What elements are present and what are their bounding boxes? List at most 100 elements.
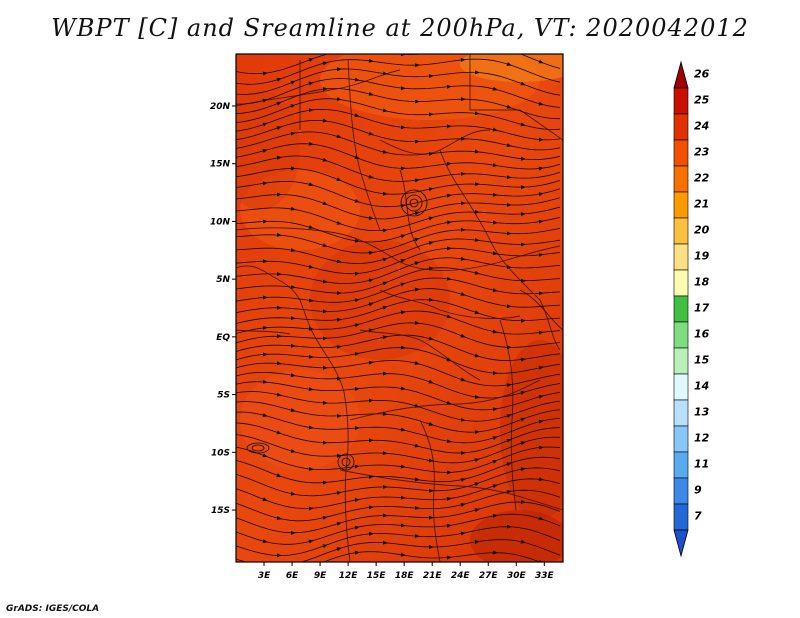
flow-arrow [474,394,480,399]
flow-arrow [506,265,512,270]
flow-arrow [382,228,388,233]
flow-arrow [276,473,282,478]
flow-arrow [308,539,314,544]
colorbar-segment [673,165,689,193]
colorbar-segment [673,321,689,349]
flow-arrow [520,441,526,446]
streamline [236,467,561,497]
colorbar-label: 7 [694,510,702,523]
flow-arrow [460,201,466,206]
latitude-axis: 20N 15N 10N 5N EQ 5S 10S 15S [210,102,236,516]
lat-tick-label: 10N [210,217,231,227]
flow-arrow [538,166,544,171]
flow-arrow [290,343,296,348]
colorbar-label: 13 [694,406,710,419]
flow-arrow [460,292,466,296]
colorbar-label: 23 [694,146,710,159]
flow-arrow [520,242,526,247]
streamline [236,513,561,545]
flow-arrow [474,209,480,214]
flow-arrow [428,422,434,426]
flow-arrow [474,270,480,275]
streamline [236,143,561,170]
flow-arrow [492,550,498,555]
streamline [236,391,561,422]
flow-arrow [460,97,466,102]
flow-arrow [290,373,296,378]
streamline [236,131,561,161]
streamline [236,489,561,522]
colorbar-bottom-arrow [673,529,689,558]
flow-arrow [400,427,406,432]
flow-arrow [382,281,388,286]
flow-arrow [538,252,544,257]
flow-arrow [308,182,314,187]
flow-arrow [460,477,466,482]
flow-arrow [506,462,512,467]
flow-arrow [322,243,328,248]
flow-arrow [428,151,434,156]
flow-arrow [382,191,388,196]
flow-arrow [506,438,512,443]
lat-tick-label: EQ [216,333,230,343]
flow-arrow [400,310,406,315]
flow-arrow [506,104,512,109]
flow-arrow [354,352,360,357]
flow-arrow [368,278,374,283]
colorbar-segment [673,191,689,219]
streamline [236,434,561,464]
flow-arrow [308,264,314,269]
flow-arrow [446,161,452,166]
flow-arrow [492,86,498,91]
lat-tick-label: 20N [210,102,231,112]
flow-arrow [322,365,328,370]
flow-arrow [354,323,360,328]
flow-arrow [308,564,314,570]
streamline [236,88,561,120]
flow-arrow [414,237,420,242]
flow-arrow [382,257,388,262]
flow-arrow [538,59,544,64]
flow-arrow [446,555,452,560]
lon-tick-label: 15E [367,571,387,581]
flow-arrow [400,495,406,500]
flow-arrow [446,400,452,405]
colorbar-segment [673,243,689,271]
flow-arrow [262,413,268,417]
streamline [236,98,561,130]
flow-arrow [276,392,282,397]
flow-arrow [308,108,314,113]
flow-arrow [474,508,480,513]
flow-arrow [354,77,360,82]
flow-arrow [414,139,420,144]
colorbar-label: 11 [694,458,709,471]
streamline [236,180,561,208]
chart-title: WBPT [C] and Sreamline at 200hPa, VT: 20… [51,14,749,42]
flow-arrow [290,530,296,535]
colorbar-label: 14 [694,380,709,393]
flow-arrow [520,185,526,190]
flow-arrow [336,453,342,458]
flow-arrow [492,251,498,256]
flow-arrow [276,192,282,197]
colorbar-label: 19 [694,250,710,263]
flow-arrow [262,259,268,264]
streamline [236,347,561,374]
flow-arrow [538,365,544,370]
colorbar-label: 25 [694,94,710,107]
streamline [236,310,561,335]
flow-arrow [460,227,466,232]
flow-arrow [474,540,480,545]
colorbar-label: 16 [694,328,710,341]
flow-arrow [308,58,314,62]
flow-arrow [276,77,282,82]
flow-arrow [322,157,328,162]
flow-arrow [446,124,452,129]
flow-arrow [336,376,342,381]
flow-arrow [290,449,296,453]
flow-arrow [290,248,296,252]
flow-arrow [276,516,282,520]
flow-arrow [428,241,434,245]
flow-arrow [276,126,282,131]
colorbar-label: 26 [694,68,710,81]
